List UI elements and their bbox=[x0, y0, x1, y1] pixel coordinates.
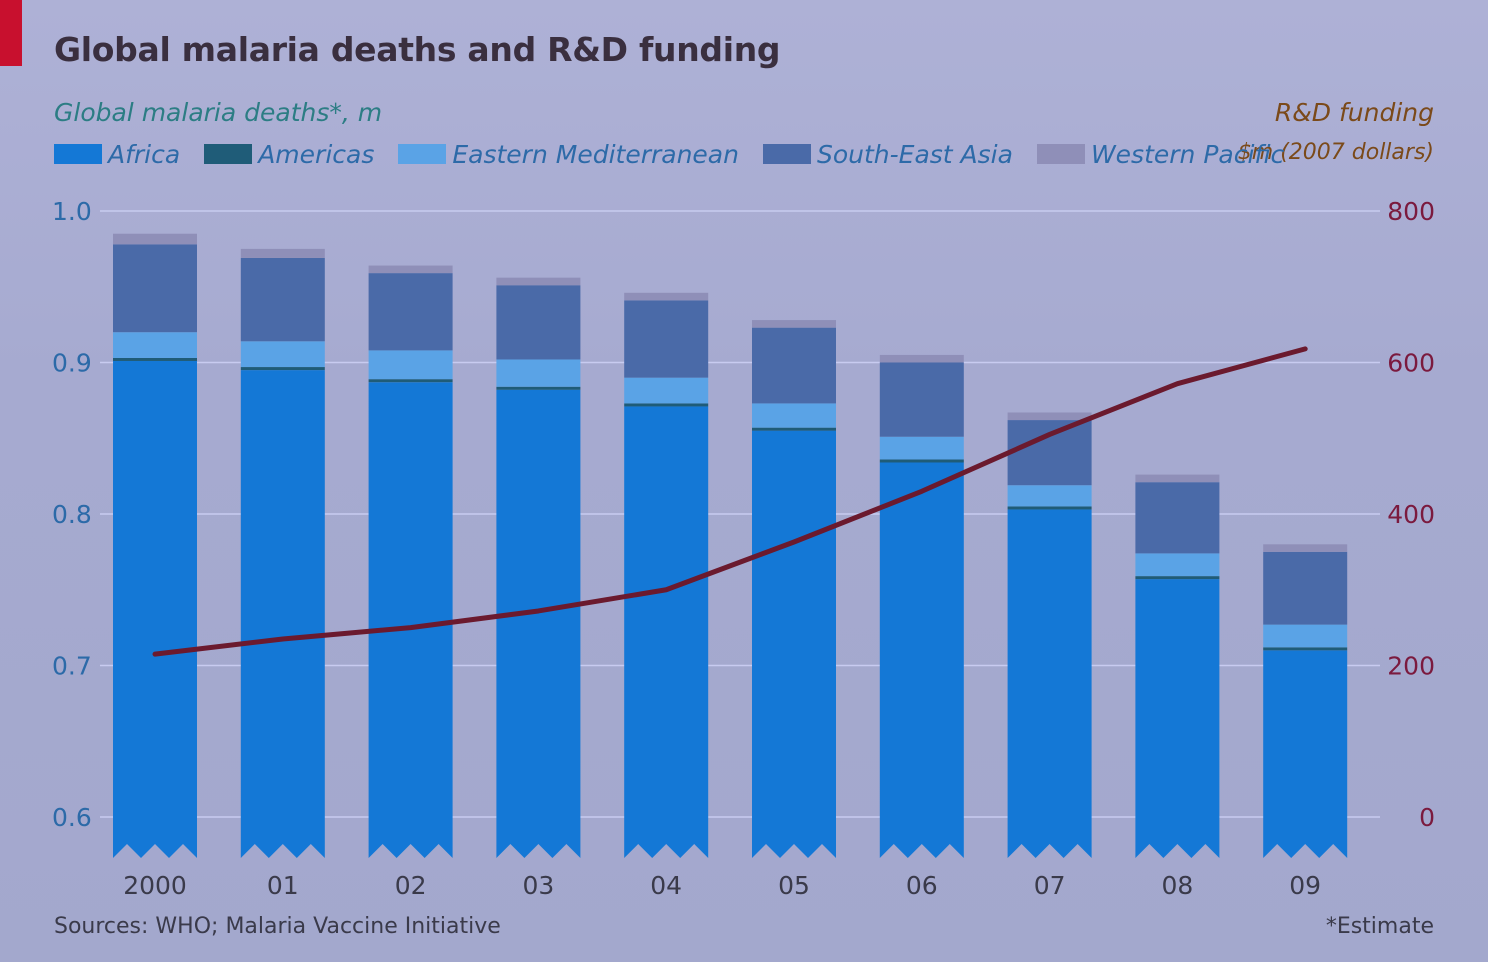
bar-segment-eastern-mediterranean bbox=[1135, 553, 1220, 577]
bar-segment-south-east-asia bbox=[113, 244, 197, 333]
bar-segment-africa bbox=[752, 430, 836, 858]
bar-segment-africa bbox=[879, 462, 964, 858]
bar-segment-eastern-mediterranean bbox=[624, 377, 709, 404]
bar-segment-western-pacific bbox=[1263, 544, 1348, 552]
bar-segment-south-east-asia bbox=[240, 257, 325, 342]
bar-segment-south-east-asia bbox=[752, 327, 836, 404]
legend-label-americas: Americas bbox=[258, 139, 375, 169]
right-axis-unit: $m (2007 dollars) bbox=[1237, 140, 1434, 165]
legend-label-eastern-mediterranean: Eastern Mediterranean bbox=[452, 139, 739, 169]
bar-segment-south-east-asia bbox=[368, 273, 453, 351]
x-tick-label: 02 bbox=[395, 871, 427, 900]
legend-swatch-south-east-asia bbox=[762, 144, 811, 164]
bar-segment-western-pacific bbox=[752, 320, 836, 328]
red-corner-tag bbox=[0, 0, 22, 66]
legend-item-africa: Africa bbox=[54, 140, 180, 169]
legend: Africa Americas Eastern Mediterranean So… bbox=[54, 138, 1308, 170]
bar-segment-africa bbox=[240, 370, 325, 858]
x-tick-label: 2000 bbox=[123, 871, 187, 900]
x-tick-label: 04 bbox=[650, 871, 682, 900]
bar-segment-western-pacific bbox=[113, 233, 197, 245]
right-axis-title: R&D funding bbox=[1274, 98, 1434, 127]
legend-label-africa: Africa bbox=[108, 139, 181, 169]
bar-segment-western-pacific bbox=[624, 292, 709, 301]
bar-segment-eastern-mediterranean bbox=[368, 350, 453, 380]
right-tick-label: 200 bbox=[1387, 652, 1435, 681]
bar-segment-africa bbox=[1135, 579, 1220, 858]
legend-label-western-pacific: Western Pacific bbox=[1090, 139, 1285, 169]
bar-segment-americas bbox=[1135, 576, 1220, 580]
left-tick-label: 1.0 bbox=[52, 197, 92, 226]
legend-swatch-africa bbox=[54, 144, 102, 164]
bar-segment-western-pacific bbox=[496, 277, 581, 286]
bar-segment-africa bbox=[1263, 650, 1348, 858]
legend-item-americas: Americas bbox=[204, 140, 374, 169]
legend-swatch-americas bbox=[204, 144, 253, 164]
x-tick-label: 08 bbox=[1161, 871, 1193, 900]
bar-segment-africa bbox=[1007, 509, 1092, 858]
bar-segment-americas bbox=[624, 403, 709, 407]
bar-segment-south-east-asia bbox=[1007, 420, 1092, 486]
bar-segment-south-east-asia bbox=[496, 285, 581, 360]
bar-segment-western-pacific bbox=[240, 248, 325, 258]
bar-segment-eastern-mediterranean bbox=[1263, 624, 1348, 648]
bar-segment-eastern-mediterranean bbox=[1007, 485, 1092, 507]
right-tick-label: 600 bbox=[1387, 349, 1435, 378]
bar-segment-americas bbox=[1263, 647, 1348, 651]
bar-segment-western-pacific bbox=[1007, 412, 1092, 421]
left-tick-label: 0.9 bbox=[52, 349, 92, 378]
right-tick-label: 0 bbox=[1419, 803, 1435, 832]
left-axis-title: Global malaria deaths*, m bbox=[54, 98, 383, 127]
bar-segment-eastern-mediterranean bbox=[879, 436, 964, 460]
bar-segment-south-east-asia bbox=[1135, 482, 1220, 554]
bar-segment-eastern-mediterranean bbox=[240, 341, 325, 368]
bar-segment-americas bbox=[368, 379, 453, 383]
legend-swatch-western-pacific bbox=[1036, 144, 1085, 164]
bar-segment-eastern-mediterranean bbox=[496, 359, 581, 387]
bar-segment-western-pacific bbox=[368, 265, 453, 274]
legend-swatch-eastern-mediterranean bbox=[398, 144, 447, 164]
x-tick-label: 07 bbox=[1034, 871, 1066, 900]
footnote: *Estimate bbox=[1325, 914, 1434, 939]
bar-segment-eastern-mediterranean bbox=[113, 332, 197, 358]
bar-segment-western-pacific bbox=[1135, 474, 1220, 483]
bar-segment-americas bbox=[113, 357, 197, 361]
x-tick-label: 09 bbox=[1289, 871, 1321, 900]
legend-item-south-east-asia: South-East Asia bbox=[762, 139, 1013, 169]
x-tick-label: 06 bbox=[906, 871, 938, 900]
legend-item-eastern-mediterranean: Eastern Mediterranean bbox=[398, 140, 739, 169]
bar-segment-africa bbox=[368, 382, 453, 858]
funding-line bbox=[152, 346, 1308, 657]
x-tick-label: 01 bbox=[267, 871, 299, 900]
bar-segment-south-east-asia bbox=[1263, 551, 1348, 625]
left-tick-label: 0.6 bbox=[52, 803, 92, 832]
source-note: Sources: WHO; Malaria Vaccine Initiative bbox=[54, 914, 501, 939]
bar-segment-western-pacific bbox=[879, 354, 964, 363]
right-tick-label: 400 bbox=[1387, 500, 1435, 529]
bar-segment-africa bbox=[496, 389, 581, 858]
bar-segment-africa bbox=[624, 406, 709, 858]
bar-segment-africa bbox=[113, 360, 197, 858]
x-tick-label: 03 bbox=[522, 871, 554, 900]
legend-item-western-pacific: Western Pacific bbox=[1036, 139, 1285, 169]
bar-segment-americas bbox=[1007, 506, 1092, 510]
legend-label-south-east-asia: South-East Asia bbox=[816, 139, 1013, 169]
bar-segment-americas bbox=[879, 459, 964, 463]
bar-segment-eastern-mediterranean bbox=[752, 403, 836, 428]
bar-segment-americas bbox=[752, 427, 836, 431]
left-tick-label: 0.8 bbox=[52, 500, 92, 529]
right-tick-label: 800 bbox=[1387, 197, 1435, 226]
bar-segment-americas bbox=[240, 367, 325, 371]
chart-title: Global malaria deaths and R&D funding bbox=[54, 30, 781, 69]
left-tick-label: 0.7 bbox=[52, 652, 92, 681]
bar-segment-south-east-asia bbox=[624, 300, 709, 378]
x-tick-label: 05 bbox=[778, 871, 810, 900]
bar-segment-americas bbox=[496, 386, 581, 390]
bar-segment-south-east-asia bbox=[879, 362, 964, 437]
